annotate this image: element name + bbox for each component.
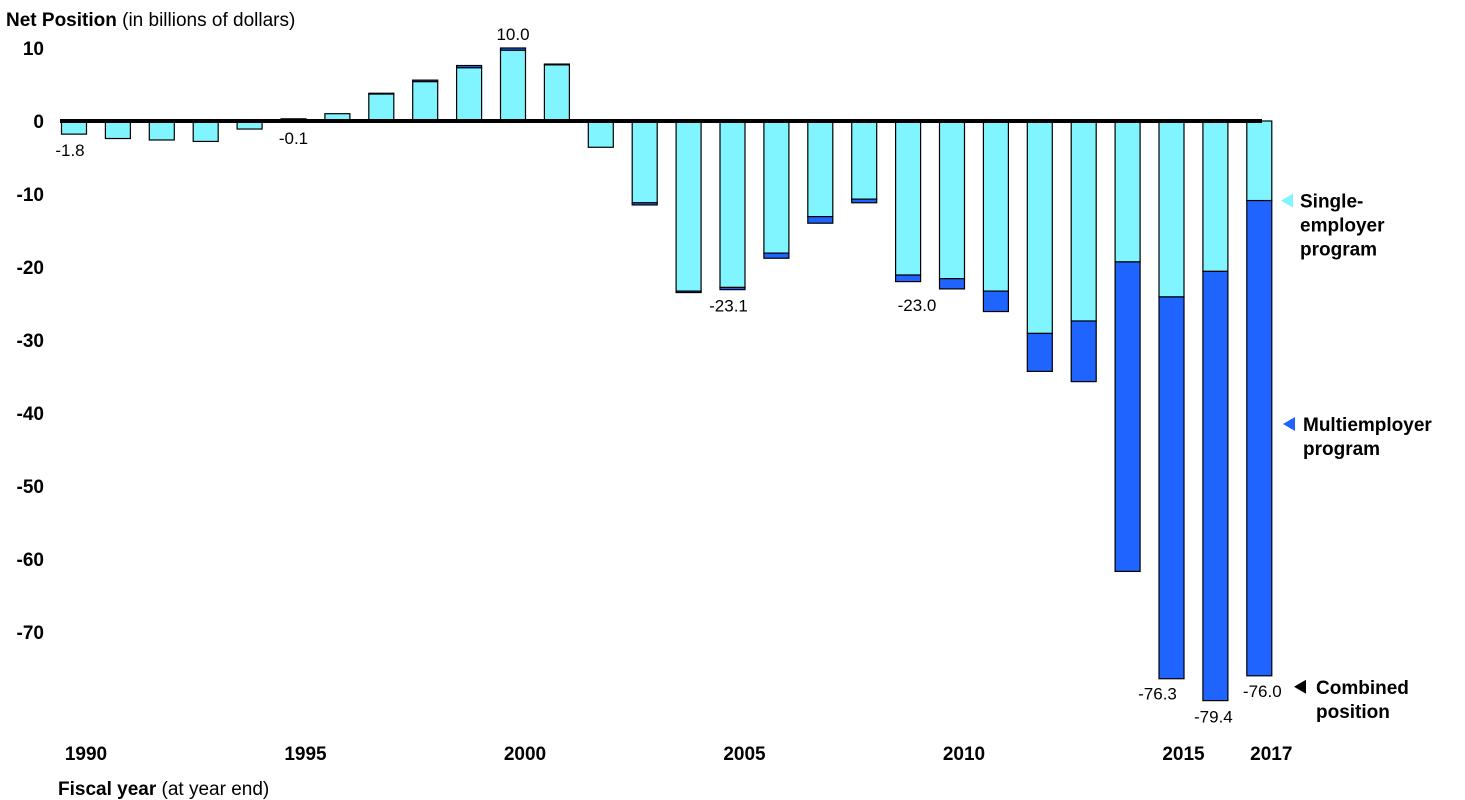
y-tick-label: -70 xyxy=(17,623,44,644)
legend-marker-0 xyxy=(1281,193,1293,208)
bar-multiemployer-2017 xyxy=(1246,199,1273,677)
bar-single-employer-2006 xyxy=(763,120,790,254)
bar-single-employer-2015 xyxy=(1158,120,1185,298)
y-tick-label: -10 xyxy=(17,185,44,206)
bar-single-employer-2013 xyxy=(1070,120,1097,322)
bar-multiemployer-2005 xyxy=(719,286,746,291)
legend-label-line: Single- xyxy=(1300,192,1363,213)
bar-single-employer-2003 xyxy=(631,120,658,204)
bar-multiemployer-2006 xyxy=(763,252,790,259)
bar-multiemployer-2008 xyxy=(851,198,878,204)
legend-marker-2 xyxy=(1294,679,1306,694)
data-label-2015: -76.3 xyxy=(1138,685,1177,704)
x-axis-label: Fiscal year (at year end) xyxy=(58,779,269,800)
x-axis-ticks: 1990 1995 2000 2005 2010 2015 2017 xyxy=(65,744,1293,765)
x-tick-label-2005: 2005 xyxy=(723,744,766,765)
bars xyxy=(60,47,1273,702)
x-tick-label-2017: 2017 xyxy=(1250,744,1292,765)
bar-multiemployer-2010 xyxy=(938,278,966,290)
bar-single-employer-2011 xyxy=(982,120,1010,292)
bar-multiemployer-2013 xyxy=(1070,320,1097,383)
bar-multiemployer-1997 xyxy=(368,92,395,95)
bar-multiemployer-2011 xyxy=(982,290,1010,313)
y-tick-label: 10 xyxy=(23,39,44,60)
bar-single-employer-2017 xyxy=(1246,120,1273,202)
bar-single-employer-2016 xyxy=(1202,120,1229,272)
bar-single-employer-1993 xyxy=(192,120,219,143)
data-label-2000: 10.0 xyxy=(496,25,529,44)
y-tick-label: -60 xyxy=(17,550,44,571)
legend-label-line: program xyxy=(1303,439,1380,460)
bar-multiemployer-1998 xyxy=(412,79,439,83)
x-tick-label-1995: 1995 xyxy=(284,744,327,765)
legend-marker-1 xyxy=(1283,416,1295,431)
chart-title-rest: (in billions of dollars) xyxy=(122,10,295,31)
bar-single-employer-2008 xyxy=(851,120,878,200)
x-axis-label-bold: Fiscal year xyxy=(58,779,157,800)
bar-multiemployer-2009 xyxy=(894,274,922,283)
data-labels: -1.8 -0.1 10.0 -23.1 -23.0 -76.3 -79.4 -76.0 xyxy=(55,25,1281,727)
bar-single-employer-2012 xyxy=(1026,120,1053,335)
y-tick-label: -20 xyxy=(17,258,44,279)
bar-single-employer-2001 xyxy=(543,64,571,122)
chart-title-bold: Net Position xyxy=(6,10,117,31)
bar-multiemployer-2016 xyxy=(1202,270,1229,702)
bar-single-employer-2009 xyxy=(894,120,922,276)
bar-multiemployer-2001 xyxy=(543,63,571,66)
data-label-1995: -0.1 xyxy=(279,129,308,148)
bar-single-employer-1999 xyxy=(456,67,483,122)
x-tick-label-1990: 1990 xyxy=(65,744,107,765)
bar-multiemployer-2000 xyxy=(499,47,527,51)
y-tick-label: -30 xyxy=(17,331,44,352)
data-label-2016: -79.4 xyxy=(1194,708,1233,727)
data-label-2017: -76.0 xyxy=(1243,682,1282,701)
bar-single-employer-2002 xyxy=(587,120,614,148)
bar-multiemployer-1999 xyxy=(456,64,483,69)
bar-single-employer-1992 xyxy=(148,120,175,141)
bar-multiemployer-2012 xyxy=(1026,332,1053,372)
x-axis-label-rest: (at year end) xyxy=(162,779,270,800)
y-tick-label: -50 xyxy=(17,477,44,498)
legend-label-line: Combined xyxy=(1316,678,1409,699)
legend-label-line: position xyxy=(1316,702,1390,723)
bar-multiemployer-2007 xyxy=(807,216,834,224)
bar-multiemployer-2004 xyxy=(675,290,702,294)
data-label-2005: -23.1 xyxy=(709,297,748,316)
bar-single-employer-1998 xyxy=(412,80,439,122)
y-axis: 10 0 -10 -20 -30 -40 -50 -60 -70 xyxy=(17,39,44,644)
bar-single-employer-2004 xyxy=(675,120,702,292)
x-tick-label-2010: 2010 xyxy=(943,744,985,765)
bar-multiemployer-2003 xyxy=(631,202,658,206)
bar-single-employer-1997 xyxy=(368,93,395,122)
bar-single-employer-2014 xyxy=(1114,120,1141,263)
data-label-2010: -23.0 xyxy=(898,296,937,315)
x-tick-label-2000: 2000 xyxy=(504,744,546,765)
legend-label-line: employer xyxy=(1300,216,1385,237)
y-tick-label: -40 xyxy=(17,404,44,425)
bar-single-employer-1991 xyxy=(104,120,132,140)
x-tick-label-2015: 2015 xyxy=(1162,744,1205,765)
bar-single-employer-2010 xyxy=(938,120,966,280)
legend-label-line: Multiemployer xyxy=(1303,415,1432,436)
bar-multiemployer-2015 xyxy=(1158,296,1185,680)
bar-multiemployer-2014 xyxy=(1114,261,1141,573)
legend-label-line: program xyxy=(1300,240,1377,261)
data-label-1990: -1.8 xyxy=(55,141,84,160)
bar-single-employer-2007 xyxy=(807,120,834,218)
bar-single-employer-2005 xyxy=(719,120,746,289)
chart-title: Net Position (in billions of dollars) xyxy=(6,10,295,31)
y-tick-label: 0 xyxy=(33,112,44,133)
bar-single-employer-2000 xyxy=(499,49,527,122)
legend: Single-employer program Multiemployer progr… xyxy=(1281,192,1432,723)
